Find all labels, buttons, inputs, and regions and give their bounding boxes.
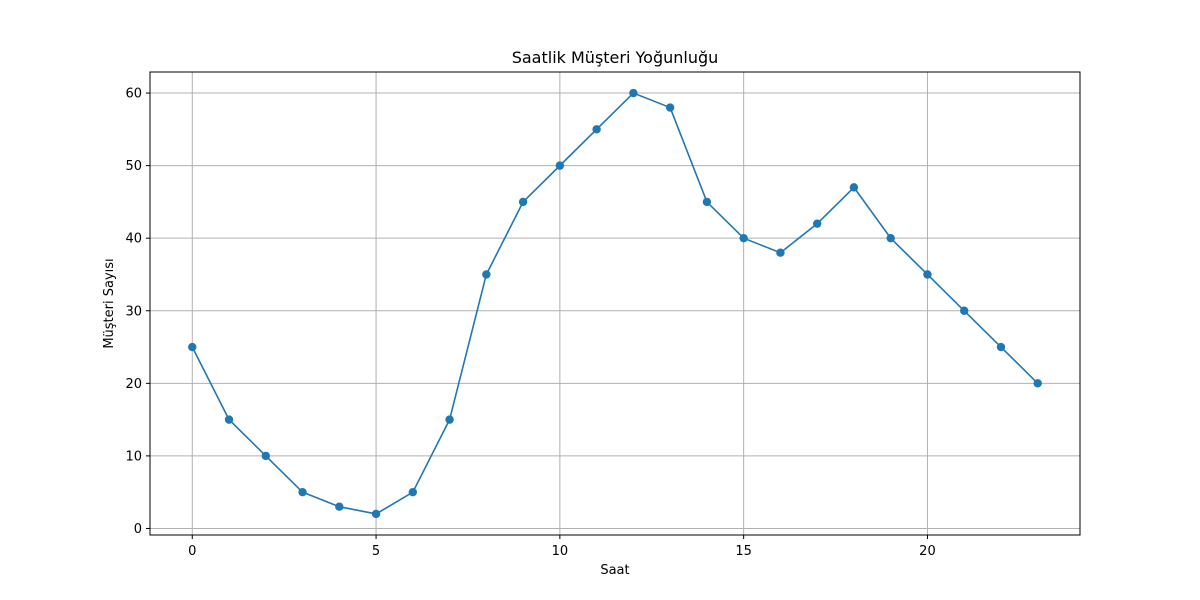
- data-point: [592, 125, 601, 134]
- data-point: [261, 451, 270, 461]
- x-tick-label: 10: [552, 544, 569, 559]
- data-point: [518, 197, 528, 207]
- data-point: [188, 342, 197, 352]
- data-point: [996, 342, 1006, 352]
- data-point: [555, 161, 565, 170]
- data-point: [739, 233, 748, 243]
- data-point: [335, 502, 344, 511]
- data-point: [776, 248, 785, 257]
- data-point: [1033, 379, 1042, 388]
- data-point: [923, 270, 932, 279]
- data-point: [224, 415, 234, 424]
- x-axis-label: Saat: [600, 563, 629, 578]
- data-point: [371, 509, 381, 519]
- data-point: [702, 197, 712, 207]
- x-tick-label: 5: [372, 544, 380, 559]
- plot-frame: [149, 71, 1081, 536]
- data-point: [812, 219, 822, 228]
- data-point: [408, 487, 418, 497]
- ticks: 0 5 10 15 20 0 10 20 30 40 50 60: [125, 87, 935, 559]
- data-point: [960, 306, 969, 315]
- grid: [150, 72, 1080, 535]
- data-point: [629, 88, 638, 98]
- data-point: [482, 270, 491, 279]
- data-point: [849, 183, 859, 192]
- y-axis-label: Müşteri Sayısı: [102, 258, 117, 348]
- y-tick-label: 0: [134, 522, 142, 537]
- y-tick-label: 30: [125, 304, 142, 319]
- x-tick-label: 0: [188, 544, 196, 559]
- y-tick-label: 40: [125, 232, 142, 247]
- y-tick-label: 50: [125, 159, 142, 174]
- data-point: [298, 487, 307, 497]
- series: [188, 88, 1042, 519]
- series-line: [191, 92, 1039, 515]
- y-tick-label: 60: [125, 87, 142, 102]
- data-point: [886, 233, 895, 243]
- data-point: [665, 103, 675, 112]
- chart-title: Saatlik Müşteri Yoğunluğu: [512, 48, 719, 67]
- x-tick-label: 15: [735, 544, 752, 559]
- data-point: [445, 415, 454, 424]
- x-tick-label: 20: [919, 544, 936, 559]
- y-tick-label: 20: [125, 377, 142, 392]
- y-tick-label: 10: [125, 449, 142, 464]
